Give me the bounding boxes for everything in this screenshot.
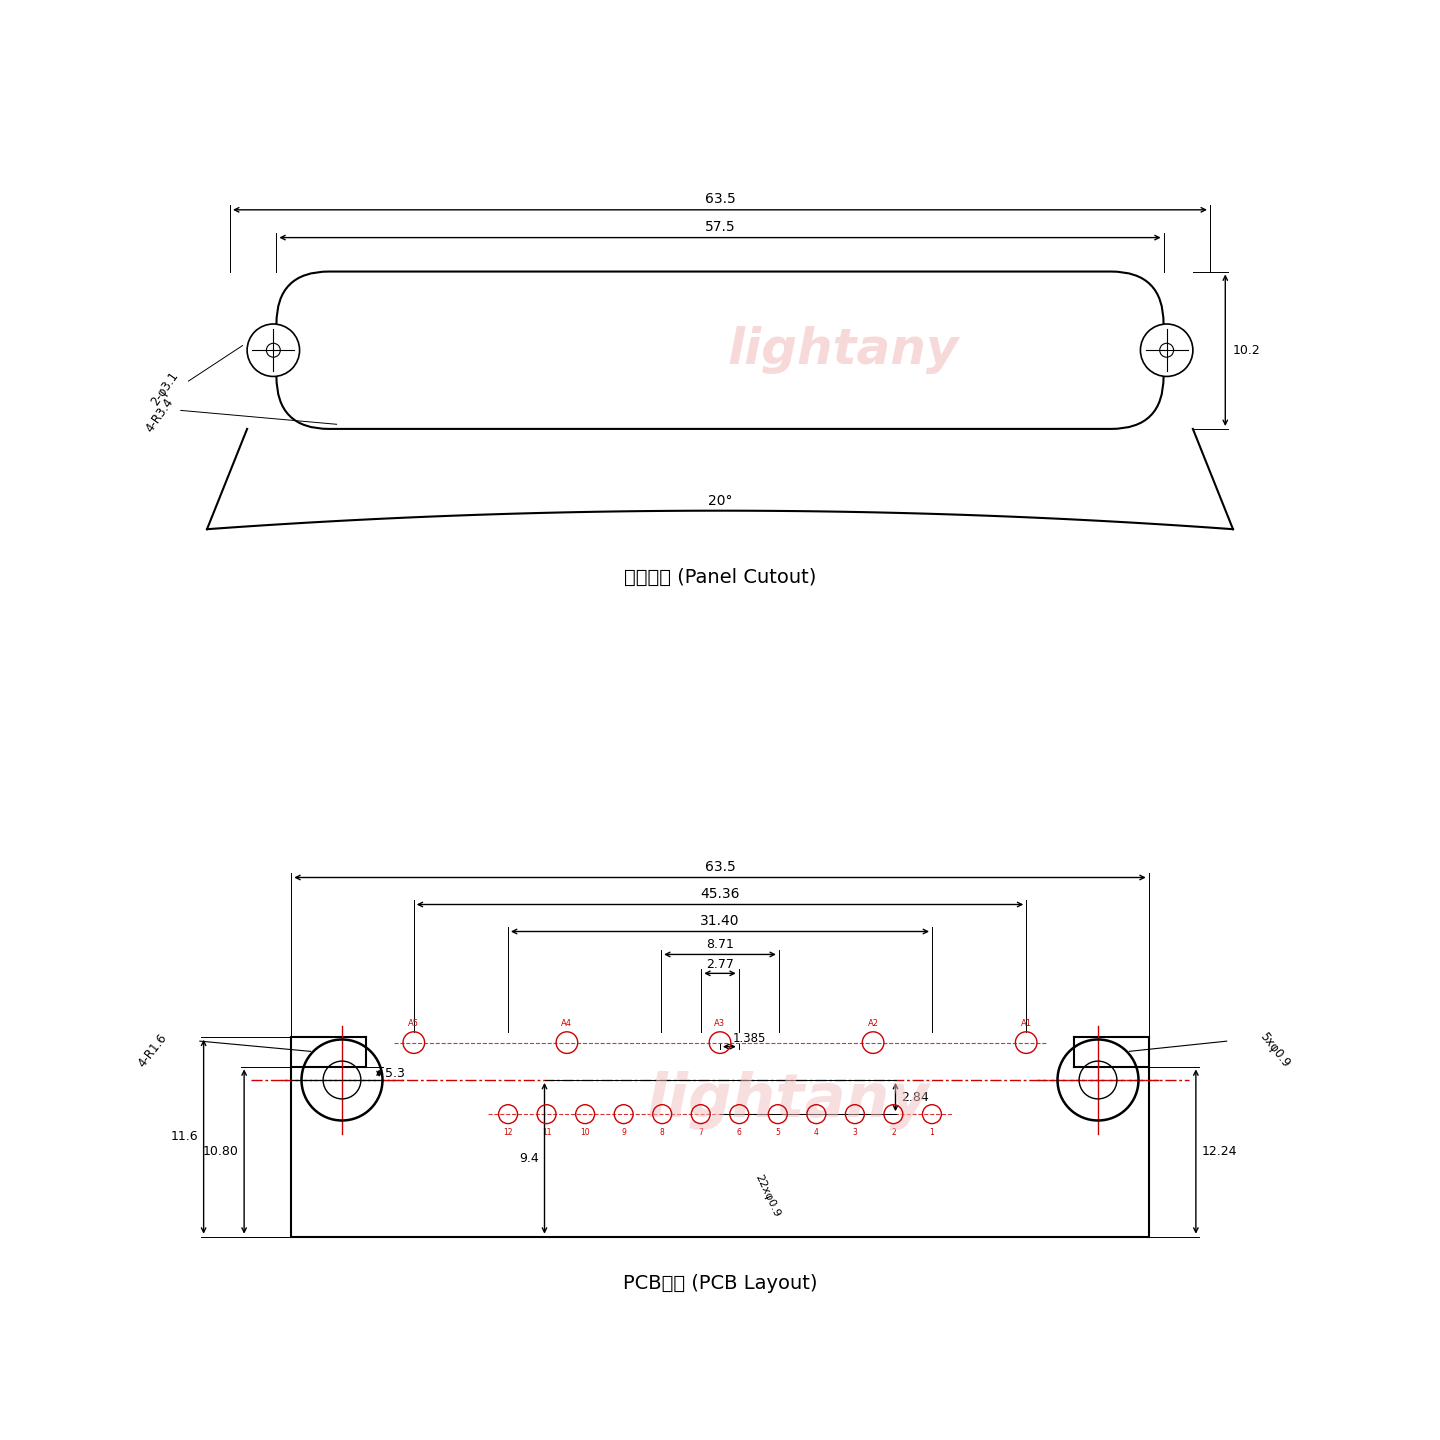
Text: 10.80: 10.80: [203, 1145, 239, 1158]
Text: 9: 9: [621, 1129, 626, 1138]
Text: 9.4: 9.4: [520, 1152, 539, 1165]
Text: 1: 1: [930, 1129, 935, 1138]
Text: 2.84: 2.84: [901, 1090, 929, 1103]
Text: 45.36: 45.36: [700, 887, 740, 901]
Text: 5.3: 5.3: [384, 1067, 405, 1080]
Text: lightany: lightany: [647, 1071, 929, 1130]
Text: lightany: lightany: [727, 327, 959, 374]
Text: 63.5: 63.5: [704, 860, 736, 874]
Text: 22xφ0.9: 22xφ0.9: [753, 1174, 782, 1220]
Text: 8: 8: [660, 1129, 665, 1138]
Text: 10.2: 10.2: [1233, 344, 1260, 357]
Text: 11: 11: [541, 1129, 552, 1138]
Text: 2-φ3.1: 2-φ3.1: [148, 370, 181, 408]
Text: 20°: 20°: [707, 494, 733, 508]
Text: 12: 12: [504, 1129, 513, 1138]
Text: 2: 2: [891, 1129, 896, 1138]
Text: 面板开孔 (Panel Cutout): 面板开孔 (Panel Cutout): [624, 567, 816, 586]
Text: A4: A4: [562, 1018, 573, 1028]
Circle shape: [248, 324, 300, 376]
Text: 4: 4: [814, 1129, 819, 1138]
Text: 10: 10: [580, 1129, 590, 1138]
Text: 4-R1.6: 4-R1.6: [135, 1031, 170, 1070]
Text: A5: A5: [409, 1018, 419, 1028]
Text: 12.24: 12.24: [1201, 1145, 1237, 1158]
Text: A2: A2: [867, 1018, 878, 1028]
Text: 5xφ0.9: 5xφ0.9: [1257, 1030, 1292, 1070]
Text: 3: 3: [852, 1129, 857, 1138]
Text: 4-R3.4: 4-R3.4: [144, 396, 176, 435]
Text: 31.40: 31.40: [700, 914, 740, 929]
Text: 5: 5: [775, 1129, 780, 1138]
Text: 7: 7: [698, 1129, 703, 1138]
Text: 1.385: 1.385: [733, 1031, 766, 1044]
Text: 57.5: 57.5: [704, 220, 736, 233]
Text: 2.77: 2.77: [706, 958, 734, 971]
Text: A1: A1: [1021, 1018, 1031, 1028]
Text: 63.5: 63.5: [704, 192, 736, 206]
Text: 8.71: 8.71: [706, 937, 734, 950]
Text: 11.6: 11.6: [170, 1130, 199, 1143]
Circle shape: [1140, 324, 1192, 376]
Text: PCB布局 (PCB Layout): PCB布局 (PCB Layout): [622, 1274, 818, 1293]
Text: 6: 6: [737, 1129, 742, 1138]
Text: A3: A3: [714, 1018, 726, 1028]
